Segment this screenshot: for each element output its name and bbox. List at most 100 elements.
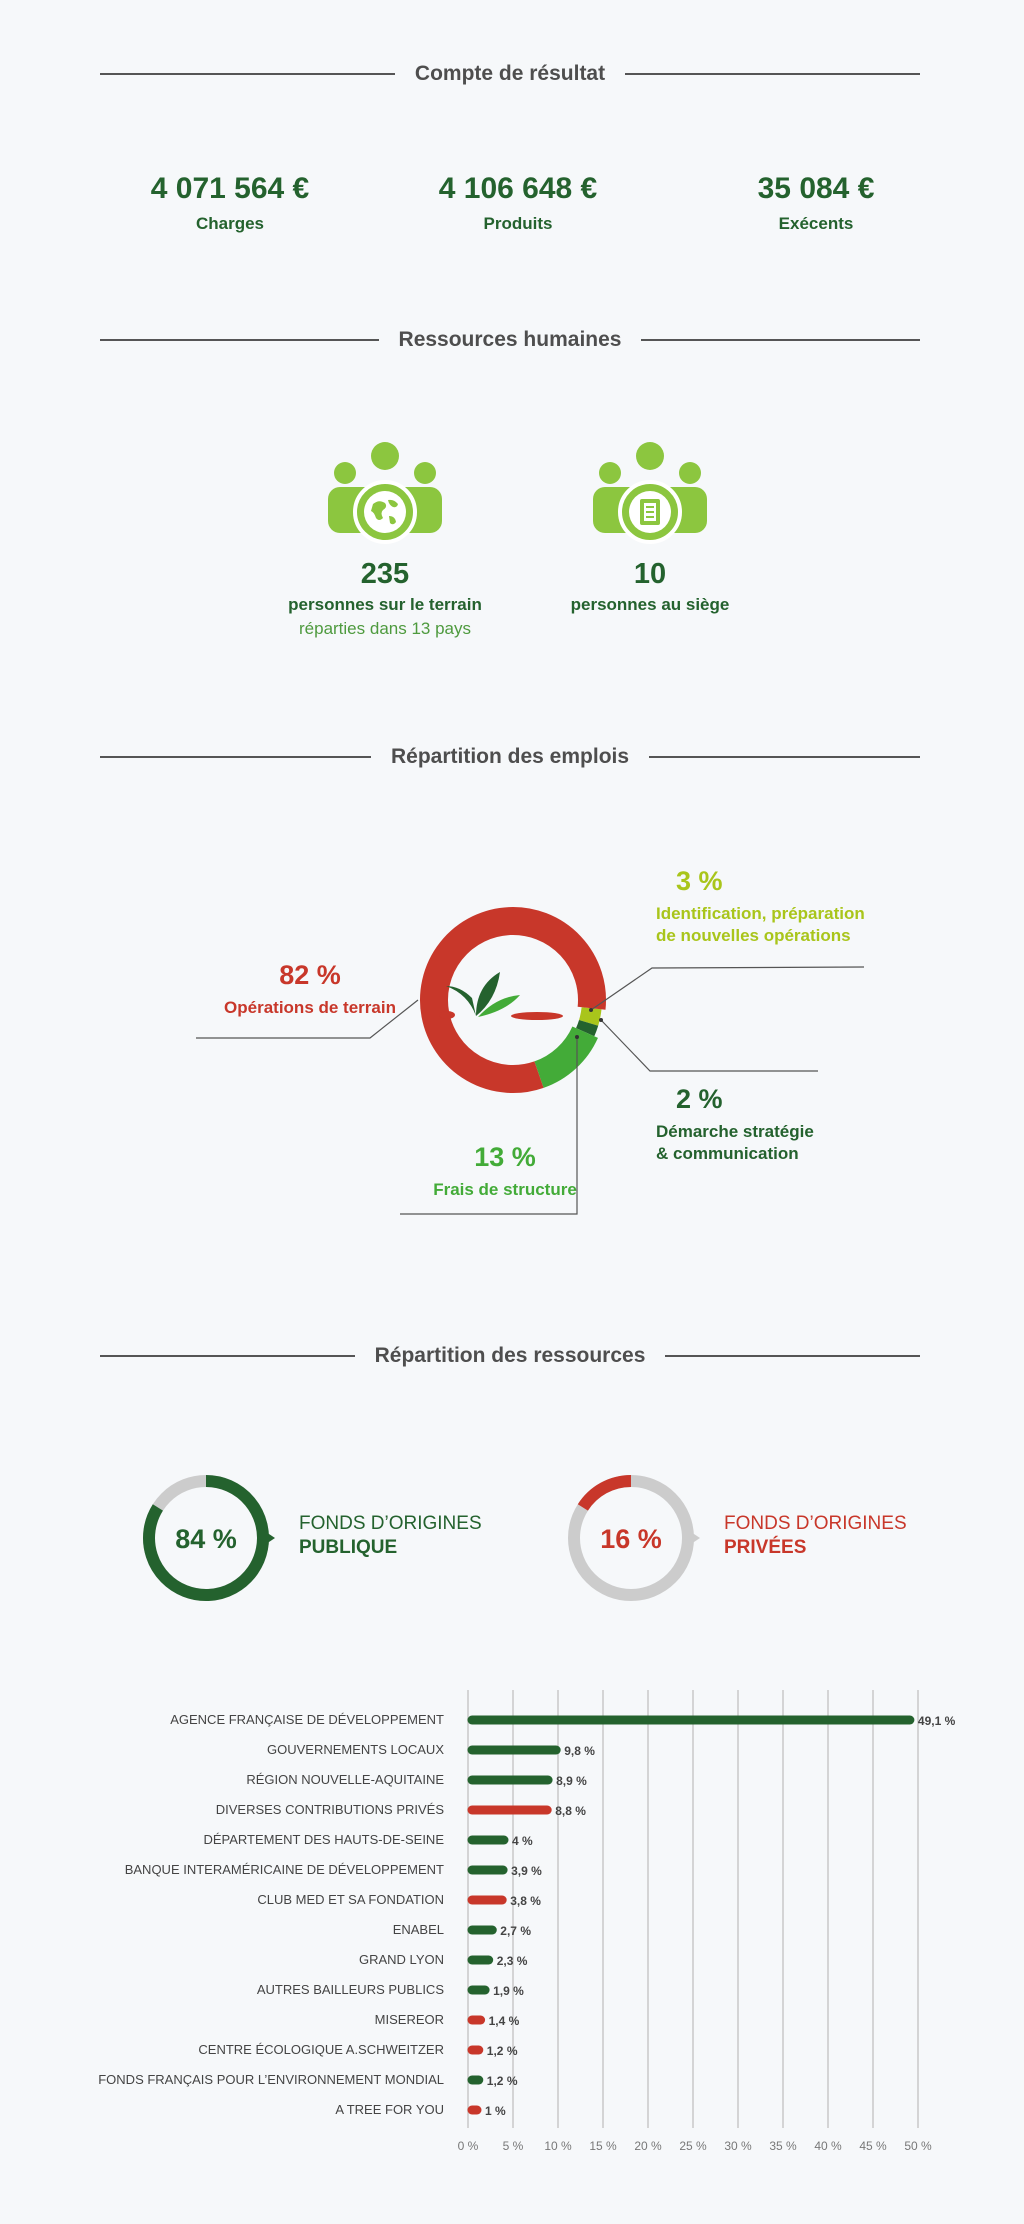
bar-category-label: AUTRES BAILLEURS PUBLICS <box>257 1982 444 1997</box>
bar-category-label: MISEREOR <box>375 2012 444 2027</box>
section-title-text: Répartition des emplois <box>390 745 630 768</box>
slice-ops <box>420 907 606 1093</box>
bar-value-label: 4 % <box>512 1834 533 1848</box>
public-label-1: FONDS D’ORIGINES <box>299 1513 482 1534</box>
public-funds-donut: 84 % <box>143 1475 275 1601</box>
bar-value-label: 2,3 % <box>497 1954 528 1968</box>
private-funds-label: FONDS D’ORIGINES PRIVÉES <box>724 1512 907 1560</box>
title-rule-left <box>100 339 379 341</box>
slice-struct <box>533 1025 598 1088</box>
bar-category-label: GOUVERNEMENTS LOCAUX <box>267 1742 444 1757</box>
kpi-excedents: 35 084 € Exécents <box>666 172 966 234</box>
text-ident-2: de nouvelles opérations <box>656 926 851 945</box>
leader-line-ops <box>196 999 419 1039</box>
kpi-produits: 4 106 648 € Produits <box>368 172 668 234</box>
section-title-resources: Répartition des ressources <box>100 1336 921 1376</box>
x-tick-label: 50 % <box>904 2139 932 2153</box>
bar-value-label: 1,9 % <box>493 1984 524 1998</box>
x-tick-label: 30 % <box>724 2139 752 2153</box>
bar-category-label: CLUB MED ET SA FONDATION <box>257 1892 444 1907</box>
bar-value-label: 1,4 % <box>489 2014 520 2028</box>
leader-line-ident <box>590 966 865 1011</box>
bar-category-label: BANQUE INTERAMÉRICAINE DE DÉVELOPPEMENT <box>125 1862 444 1877</box>
x-tick-label: 5 % <box>503 2139 524 2153</box>
bar-category-label: RÉGION NOUVELLE-AQUITAINE <box>246 1772 444 1787</box>
label-ops: 82 % Opérations de terrain <box>180 960 440 1019</box>
pct-ops: 82 % <box>279 960 341 990</box>
hr-field-staff: 235 personnes sur le terrain réparties d… <box>255 440 515 639</box>
bar-value-label: 1,2 % <box>487 2074 518 2088</box>
section-title-text: Répartition des ressources <box>374 1344 646 1367</box>
title-rule-right <box>665 1355 921 1357</box>
bar-category-label: A TREE FOR YOU <box>335 2102 444 2117</box>
kpi-label: Charges <box>195 214 265 233</box>
x-tick-label: 25 % <box>679 2139 707 2153</box>
x-tick-label: 15 % <box>589 2139 617 2153</box>
funders-bar-chart: AGENCE FRANÇAISE DE DÉVELOPPEMENT 49,1 % G… <box>98 1690 956 2153</box>
hr-number: 235 <box>360 558 410 590</box>
leader-dot <box>575 1035 579 1039</box>
kpi-charges: 4 071 564 € Charges <box>80 172 380 234</box>
text-ops: Opérations de terrain <box>224 998 396 1017</box>
bar-category-label: DÉPARTEMENT DES HAUTS-DE-SEINE <box>203 1832 444 1847</box>
kpi-value: 35 084 € <box>757 172 875 205</box>
section-title-jobs: Répartition des emplois <box>100 737 921 777</box>
title-rule-left <box>100 1355 355 1357</box>
private-pct: 16 % <box>600 1524 662 1554</box>
bar-value-label: 1 % <box>485 2104 506 2118</box>
bar-category-label: FONDS FRANÇAIS POUR L’ENVIRONNEMENT MOND… <box>98 2072 444 2087</box>
jobs-donut-chart <box>196 907 865 1215</box>
title-rule-right <box>641 339 920 341</box>
leader-dot <box>599 1018 603 1022</box>
bar-category-label: AGENCE FRANÇAISE DE DÉVELOPPEMENT <box>170 1712 444 1727</box>
public-funds-label: FONDS D’ORIGINES PUBLIQUE <box>299 1512 482 1560</box>
bar-category-label: DIVERSES CONTRIBUTIONS PRIVÉS <box>216 1802 445 1817</box>
kpi-label: Exécents <box>778 214 854 233</box>
pointer-arrow-icon <box>263 1530 275 1546</box>
globe-team-icon <box>328 442 442 544</box>
bar-category-label: ENABEL <box>393 1922 444 1937</box>
leader-line-strat <box>600 1019 818 1072</box>
title-rule-left <box>100 73 395 75</box>
title-rule-right <box>625 73 921 75</box>
kpi-label: Produits <box>483 214 553 233</box>
bar-value-label: 3,8 % <box>510 1894 541 1908</box>
pct-ident: 3 % <box>676 866 723 896</box>
section-title-hr: Ressources humaines <box>100 320 920 360</box>
pct-strat: 2 % <box>676 1084 723 1114</box>
public-pct: 84 % <box>175 1524 237 1554</box>
public-arc <box>143 1475 269 1601</box>
private-funds-donut: 16 % <box>568 1475 700 1601</box>
text-ident-1: Identification, préparation <box>656 904 865 923</box>
bar-value-label: 8,9 % <box>556 1774 587 1788</box>
text-struct: Frais de structure <box>433 1180 577 1199</box>
bar-value-label: 1,2 % <box>487 2044 518 2058</box>
funds-donuts: 84 % 16 % <box>143 1475 700 1601</box>
x-tick-label: 0 % <box>458 2139 479 2153</box>
hr-hq-staff: 10 personnes au siège <box>520 440 780 615</box>
hr-label: personnes sur le terrain <box>288 595 482 614</box>
private-label-1: FONDS D’ORIGINES <box>724 1513 907 1534</box>
x-tick-label: 45 % <box>859 2139 887 2153</box>
slice-strat <box>575 1019 599 1037</box>
x-tick-label: 40 % <box>814 2139 842 2153</box>
text-strat-2: & communication <box>656 1144 799 1163</box>
public-label-2: PUBLIQUE <box>299 1537 398 1558</box>
text-strat-1: Démarche stratégie <box>656 1122 814 1141</box>
kpi-value: 4 071 564 € <box>150 172 310 205</box>
kpi-value: 4 106 648 € <box>438 172 598 205</box>
hr-label: personnes au siège <box>570 595 730 614</box>
x-tick-label: 35 % <box>769 2139 797 2153</box>
document-team-icon <box>593 442 707 544</box>
pct-struct: 13 % <box>474 1142 536 1172</box>
section-title-text: Compte de résultat <box>414 62 606 85</box>
section-title-text: Ressources humaines <box>398 328 622 351</box>
plant-logo-icon <box>439 972 563 1020</box>
x-tick-label: 20 % <box>634 2139 662 2153</box>
label-ident: 3 % Identification, préparation de nouve… <box>656 866 865 947</box>
bar-value-label: 2,7 % <box>500 1924 531 1938</box>
section-title-results: Compte de résultat <box>100 54 921 94</box>
label-struct: 13 % Frais de structure <box>385 1142 625 1201</box>
bar-category-label: CENTRE ÉCOLOGIQUE A.SCHWEITZER <box>198 2042 444 2057</box>
pointer-arrow-icon <box>688 1530 700 1546</box>
